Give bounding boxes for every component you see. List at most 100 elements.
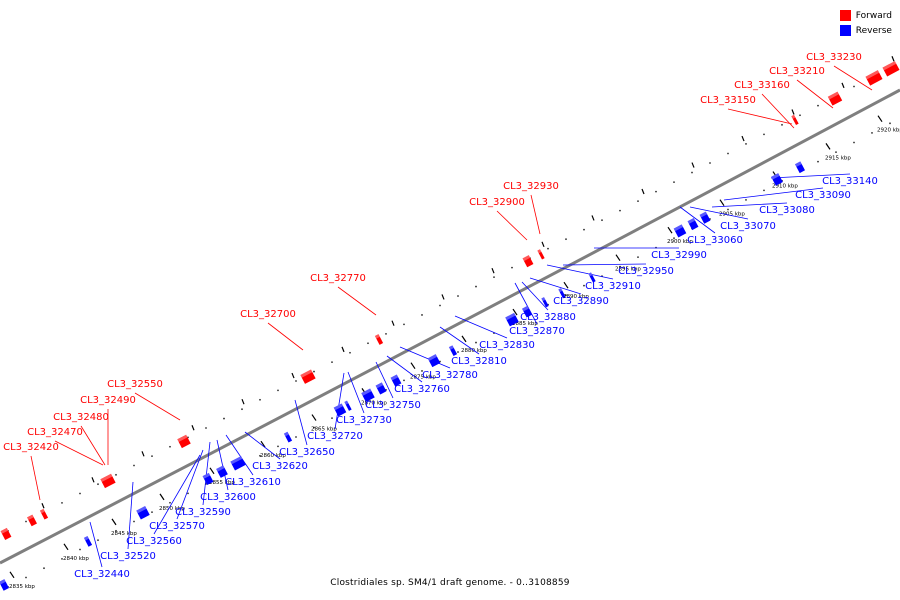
reverse-gene — [216, 465, 228, 478]
axis-tick-mark — [615, 254, 621, 262]
axis-tick-label: 2920 kbp — [877, 128, 900, 134]
reverse-gene — [202, 472, 214, 485]
reverse-gene-body — [333, 403, 347, 417]
forward-gene — [522, 255, 534, 268]
axis-tick-label: 2905 kbp — [719, 212, 745, 218]
gene-highlight — [0, 527, 9, 534]
reverse-track-dot — [313, 426, 315, 429]
reverse-gene-body — [505, 312, 519, 327]
reverse-gene — [427, 354, 441, 368]
gene-highlight — [448, 345, 454, 350]
forward-track-dot — [97, 483, 99, 486]
forward-gene-body — [827, 91, 843, 106]
reverse-gene-body — [344, 400, 352, 411]
reverse-gene-body — [771, 173, 783, 186]
reverse-gene-body — [83, 536, 93, 547]
reverse-track-dot — [871, 132, 873, 134]
forward-gene-label: CL3_32550 — [107, 379, 163, 390]
genome-caption: Clostridiales sp. SM4/1 draft genome. - … — [330, 578, 570, 588]
reverse-gene — [230, 456, 246, 471]
axis-tick-label: 2885 kbp — [512, 321, 538, 327]
reverse-track-dot — [475, 341, 477, 344]
forward-gene-body — [791, 114, 799, 126]
axis-tick-label: 2840 kbp — [63, 556, 89, 562]
gene-highlight — [202, 472, 211, 479]
reverse-leader-line — [375, 361, 394, 399]
legend-forward-label: Forward — [855, 10, 892, 21]
forward-track-dot — [385, 332, 387, 335]
gene-highlight — [791, 114, 796, 119]
forward-track-dot — [169, 445, 171, 448]
reverse-gene-label: CL3_32600 — [200, 492, 256, 503]
reverse-gene-body — [375, 382, 387, 395]
forward-track-dot — [79, 492, 81, 495]
reverse-gene — [505, 312, 519, 327]
gene-highlight — [0, 579, 6, 585]
reverse-track-dot — [457, 351, 459, 353]
forward-leader-line — [833, 65, 873, 91]
reverse-track-dot — [853, 141, 855, 144]
legend-forward: Forward — [839, 8, 892, 23]
reverse-track-dot — [835, 151, 837, 153]
reverse-leader-line — [347, 371, 365, 414]
reverse-gene-label: CL3_32560 — [126, 536, 182, 547]
reverse-track-dot — [295, 436, 297, 438]
forward-track-dot — [601, 219, 603, 222]
forward-leader-line — [80, 425, 106, 466]
forward-track-dot — [439, 304, 441, 307]
forward-gene-body — [177, 434, 191, 449]
forward-track-dot — [241, 408, 243, 411]
axis-minor-tick — [891, 56, 895, 62]
gene-highlight — [771, 173, 780, 180]
reverse-track-dot — [727, 208, 729, 211]
reverse-gene — [588, 272, 596, 283]
axis-minor-tick — [241, 398, 245, 405]
axis-minor-tick — [791, 109, 795, 115]
gene-highlight — [361, 388, 372, 396]
gene-highlight — [687, 217, 696, 224]
reverse-leader-line — [334, 372, 345, 430]
gene-highlight — [27, 514, 34, 521]
reverse-track-dot — [565, 294, 567, 297]
forward-gene-body — [537, 249, 545, 260]
reverse-gene-label: CL3_32780 — [422, 370, 478, 381]
gene-highlight — [136, 506, 147, 514]
reverse-track-dot — [151, 511, 153, 513]
reverse-leader-line — [153, 454, 201, 535]
forward-track-dot — [817, 104, 819, 107]
axis-minor-tick — [591, 215, 595, 221]
forward-leader-line — [337, 286, 377, 316]
reverse-gene-label: CL3_32730 — [336, 415, 392, 426]
forward-leader-line — [796, 79, 834, 109]
reverse-gene-label: CL3_32440 — [74, 569, 130, 580]
axis-tick-mark — [512, 308, 518, 316]
forward-track-dot — [853, 85, 855, 88]
gene-highlight — [300, 369, 313, 378]
reverse-track-dot — [133, 520, 135, 523]
reverse-track-dot — [421, 370, 423, 372]
reverse-gene — [390, 374, 402, 387]
forward-gene-label: CL3_32420 — [3, 442, 59, 453]
reverse-gene-label: CL3_32950 — [618, 266, 674, 277]
reverse-gene — [283, 431, 293, 443]
forward-leader-line — [761, 93, 795, 129]
forward-track-dot — [277, 389, 279, 392]
forward-track-dot — [133, 464, 135, 467]
gene-highlight — [100, 473, 113, 482]
axis-tick-label: 2865 kbp — [311, 427, 337, 433]
forward-leader-line — [727, 108, 793, 125]
reverse-leader-line — [89, 521, 103, 568]
reverse-gene — [344, 400, 352, 411]
reverse-leader-line — [386, 355, 423, 383]
forward-gene — [39, 508, 49, 520]
reverse-gene-label: CL3_32720 — [307, 431, 363, 442]
reverse-leader-line — [770, 173, 851, 179]
reverse-track-dot — [583, 284, 585, 287]
forward-gene — [537, 249, 545, 260]
forward-leader-line — [30, 455, 41, 501]
gene-highlight — [699, 211, 708, 218]
reverse-track-dot — [79, 548, 81, 551]
forward-track-dot — [205, 427, 207, 429]
reverse-track-dot — [403, 379, 405, 382]
axis-minor-tick — [441, 294, 445, 300]
